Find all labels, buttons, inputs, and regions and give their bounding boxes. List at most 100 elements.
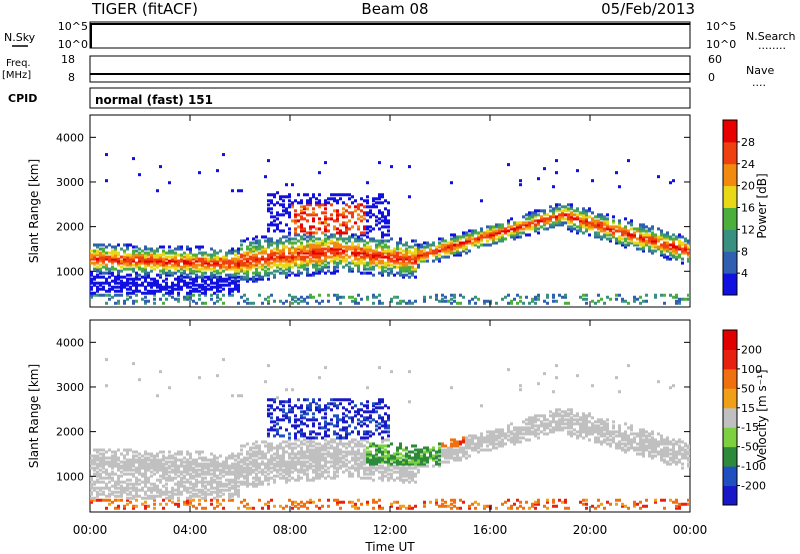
velocity-cell xyxy=(360,420,363,424)
velocity-cell xyxy=(180,476,183,480)
velocity-cell xyxy=(150,460,153,464)
power-cell xyxy=(300,251,303,255)
velocity-cell xyxy=(135,498,138,502)
velocity-cell xyxy=(267,466,270,470)
power-cell xyxy=(312,207,315,211)
power-cell xyxy=(609,227,612,231)
power-cell xyxy=(303,217,306,221)
power-cell xyxy=(144,295,147,299)
power-cell xyxy=(102,259,105,263)
power-cell xyxy=(657,245,660,249)
velocity-cell xyxy=(177,482,180,486)
velocity-cell xyxy=(372,466,375,470)
velocity-cell xyxy=(138,466,141,470)
power-cell xyxy=(270,293,273,297)
velocity-cell xyxy=(234,486,237,490)
velocity-cell xyxy=(165,478,168,482)
power-cell xyxy=(540,215,543,219)
velocity-cell xyxy=(279,418,282,422)
power-cell xyxy=(309,251,312,255)
velocity-cell xyxy=(426,456,429,460)
power-cell xyxy=(294,219,297,223)
power-cell xyxy=(453,235,456,239)
power-cell xyxy=(507,221,510,225)
power-cell xyxy=(513,221,516,225)
velocity-cell xyxy=(369,434,372,438)
power-cell xyxy=(552,225,555,229)
power-cell xyxy=(390,259,393,263)
power-cell xyxy=(366,241,369,245)
power-cell xyxy=(210,275,213,279)
power-cell xyxy=(405,257,408,261)
power-cell xyxy=(366,205,369,209)
power-cell xyxy=(567,217,570,221)
power-cell xyxy=(468,299,471,303)
power-cell xyxy=(600,229,603,233)
power-cell xyxy=(153,259,156,263)
power-cell xyxy=(621,231,624,235)
power-cell xyxy=(171,295,174,299)
velocity-cell xyxy=(318,498,321,502)
velocity-cell xyxy=(273,478,276,482)
velocity-cell xyxy=(240,500,243,504)
power-cell xyxy=(486,235,489,239)
power-cell xyxy=(423,299,426,303)
velocity-cell xyxy=(297,502,300,506)
power-cell xyxy=(504,229,507,233)
power-cell xyxy=(447,249,450,253)
velocity-cell xyxy=(384,450,387,454)
velocity-cell xyxy=(318,476,321,480)
velocity-cell xyxy=(378,414,381,418)
velocity-cell xyxy=(318,450,321,454)
velocity-cell xyxy=(300,460,303,464)
velocity-cell xyxy=(357,452,360,456)
velocity-cell xyxy=(339,464,342,468)
power-cell xyxy=(387,249,390,253)
power-cell xyxy=(663,301,666,305)
velocity-cell xyxy=(213,464,216,468)
velocity-cell xyxy=(447,454,450,458)
velocity-cell xyxy=(288,416,291,420)
power-cell xyxy=(297,269,300,273)
power-cell xyxy=(303,229,306,233)
power-cell xyxy=(282,229,285,233)
power-cell xyxy=(588,225,591,229)
velocity-cell xyxy=(207,458,210,462)
power-cell xyxy=(336,227,339,231)
velocity-cell xyxy=(387,466,390,470)
power-cell xyxy=(558,223,561,227)
power-cell xyxy=(204,291,207,295)
velocity-cell xyxy=(282,474,285,478)
power-cell xyxy=(363,205,366,209)
power-cell xyxy=(495,229,498,233)
power-cell xyxy=(348,255,351,259)
velocity-cell xyxy=(408,450,411,454)
nsky-panel: N.Sky 10^5 10^0 10^5 10^0 N.Search .....… xyxy=(4,20,796,52)
power-cell xyxy=(327,299,330,303)
velocity-cell xyxy=(318,432,321,436)
power-cell xyxy=(114,257,117,261)
power-cell xyxy=(249,301,252,305)
power-cell xyxy=(150,247,153,251)
power-cell xyxy=(321,253,324,257)
velocity-cell xyxy=(372,442,375,446)
power-cell xyxy=(498,237,501,241)
power-cell xyxy=(105,257,108,261)
velocity-cell xyxy=(309,464,312,468)
velocity-cell xyxy=(228,480,231,484)
power-cell xyxy=(126,255,129,259)
power-cell xyxy=(150,283,153,287)
velocity-cell xyxy=(168,454,171,458)
power-cell xyxy=(423,253,426,257)
velocity-cell xyxy=(240,464,243,468)
power-cell xyxy=(264,249,267,253)
velocity-cell xyxy=(183,474,186,478)
power-cell xyxy=(273,219,276,223)
power-cell xyxy=(624,233,627,237)
power-cell xyxy=(177,281,180,285)
power-cell xyxy=(444,255,447,259)
power-cell xyxy=(246,275,249,279)
power-cell xyxy=(276,241,279,245)
power-cell xyxy=(93,267,96,271)
velocity-cell xyxy=(339,450,342,454)
